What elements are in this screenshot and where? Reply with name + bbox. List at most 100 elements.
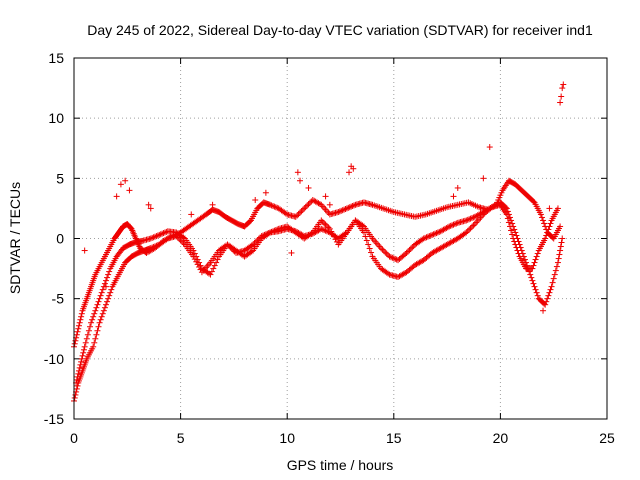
data-point xyxy=(268,202,275,209)
data-point xyxy=(214,256,221,263)
data-point xyxy=(426,233,433,240)
data-point xyxy=(546,289,553,296)
data-point xyxy=(530,198,537,205)
series-upper-trace xyxy=(71,177,564,350)
data-point xyxy=(106,268,113,275)
data-point xyxy=(160,230,167,237)
data-point xyxy=(503,211,510,218)
data-point xyxy=(149,234,156,241)
data-point xyxy=(326,201,333,208)
data-point xyxy=(319,218,326,225)
data-point xyxy=(402,251,409,258)
data-point xyxy=(321,227,328,234)
data-point xyxy=(323,228,330,235)
data-point xyxy=(553,263,560,270)
data-point xyxy=(521,256,528,263)
data-point xyxy=(540,217,547,224)
data-point xyxy=(258,233,265,240)
data-point xyxy=(104,298,111,305)
data-point xyxy=(509,231,516,238)
data-point xyxy=(93,304,100,311)
x-axis-label: GPS time / hours xyxy=(287,457,394,473)
data-point xyxy=(296,177,303,184)
y-axis-label: SDTVAR / TECUs xyxy=(7,182,23,294)
data-point xyxy=(551,271,558,278)
y-tick-label: 5 xyxy=(56,170,64,186)
data-point xyxy=(159,230,166,237)
data-point xyxy=(94,301,101,308)
data-point xyxy=(433,230,440,237)
data-point xyxy=(252,238,259,245)
data-point xyxy=(227,244,234,251)
data-point xyxy=(292,213,299,220)
data-point xyxy=(543,298,550,305)
data-point xyxy=(338,207,345,214)
ticks: 0 5 10 15 20 25 -15 -10 -5 0 5 10 15 xyxy=(44,50,615,446)
data-point xyxy=(463,229,470,236)
data-point xyxy=(152,243,159,250)
data-point xyxy=(319,226,326,233)
data-point xyxy=(342,230,349,237)
data-point xyxy=(113,193,120,200)
data-point xyxy=(547,220,554,227)
data-point xyxy=(78,313,85,320)
data-point xyxy=(196,263,203,270)
data-point xyxy=(468,223,475,230)
data-point xyxy=(387,254,394,261)
data-point xyxy=(213,259,220,266)
data-point xyxy=(188,211,195,218)
data-point xyxy=(262,231,269,238)
data-point xyxy=(101,304,108,311)
x-tick-label: 5 xyxy=(177,430,185,446)
data-point xyxy=(449,222,456,229)
data-point xyxy=(161,229,168,236)
data-point xyxy=(207,271,214,278)
data-point xyxy=(305,201,312,208)
data-point xyxy=(470,222,477,229)
data-point xyxy=(261,231,268,238)
data-point xyxy=(282,210,289,217)
data-point xyxy=(80,346,87,353)
data-point xyxy=(323,223,330,230)
data-point xyxy=(533,289,540,296)
data-point xyxy=(98,313,105,320)
data-point xyxy=(88,319,95,326)
data-point xyxy=(97,316,104,323)
data-point xyxy=(95,298,102,305)
data-point xyxy=(407,245,414,252)
data-point xyxy=(547,286,554,293)
data-point xyxy=(78,358,85,365)
data-point xyxy=(147,235,154,242)
data-point xyxy=(405,248,412,255)
data-point xyxy=(534,292,541,299)
data-point xyxy=(454,184,461,191)
data-point xyxy=(542,235,549,242)
data-point xyxy=(447,222,454,229)
data-point xyxy=(528,274,535,281)
data-point xyxy=(252,196,259,203)
data-point xyxy=(191,250,198,257)
data-point xyxy=(512,241,519,248)
data-point xyxy=(550,275,557,282)
data-point xyxy=(149,244,156,251)
data-point xyxy=(76,364,83,371)
data-point xyxy=(147,245,154,252)
data-point xyxy=(260,232,267,239)
data-point xyxy=(420,235,427,242)
data-point xyxy=(559,235,566,242)
data-point xyxy=(296,209,303,216)
data-point xyxy=(105,295,112,302)
data-point xyxy=(424,233,431,240)
data-point xyxy=(515,250,522,257)
data-point xyxy=(294,169,301,176)
data-point xyxy=(348,203,355,210)
data-point xyxy=(341,206,348,213)
data-point xyxy=(295,211,302,218)
data-point xyxy=(450,193,457,200)
data-point xyxy=(271,203,278,210)
data-point xyxy=(351,202,358,209)
data-point xyxy=(74,382,81,389)
data-point xyxy=(557,99,564,106)
x-tick-label: 15 xyxy=(386,430,402,446)
data-point xyxy=(513,244,520,251)
